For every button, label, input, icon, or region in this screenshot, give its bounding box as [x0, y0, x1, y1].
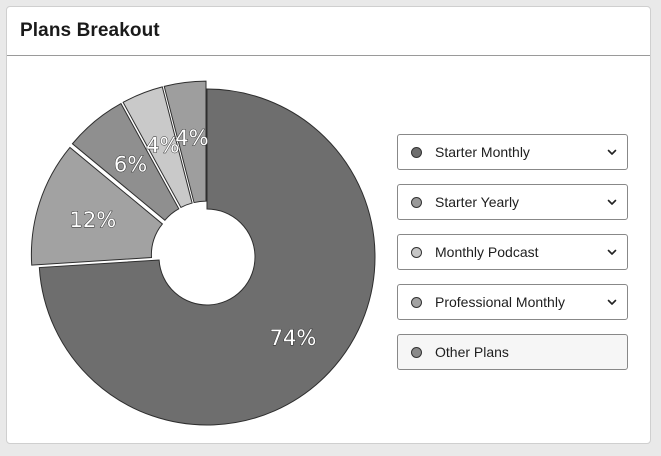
legend-dot: [411, 296, 422, 308]
donut-chart-svg: 74%12%6%4%4%: [30, 80, 376, 426]
legend-dot: [411, 146, 422, 158]
legend-dot: [411, 196, 422, 208]
legend-item-professional-monthly[interactable]: Professional Monthly: [397, 284, 628, 320]
slice-label-other-plans: 4%: [175, 126, 208, 150]
donut-slice-other-plans: [163, 80, 207, 204]
legend-dot: [411, 346, 422, 358]
plans-breakout-card: Plans Breakout 74% 12% 6% 4% 4% Starter Mont…: [6, 6, 651, 444]
chevron-down-icon: [607, 299, 617, 305]
legend-label: Monthly Podcast: [435, 244, 539, 260]
chevron-down-icon: [607, 249, 617, 255]
donut-slice-monthly-podcast: [71, 102, 180, 221]
legend-item-starter-monthly[interactable]: Starter Monthly: [397, 134, 628, 170]
slice-label-starter-monthly: 74%: [270, 326, 317, 350]
legend-label: Professional Monthly: [435, 294, 565, 310]
legend-item-other-plans: Other Plans: [397, 334, 628, 370]
legend-label: Starter Monthly: [435, 144, 530, 160]
legend-item-monthly-podcast[interactable]: Monthly Podcast: [397, 234, 628, 270]
donut-slice-starter-yearly: [30, 146, 164, 266]
legend-item-starter-yearly[interactable]: Starter Yearly: [397, 184, 628, 220]
legend: Starter Monthly Starter Yearly Monthly P…: [397, 134, 628, 384]
legend-dot: [411, 246, 422, 258]
legend-label: Other Plans: [435, 344, 509, 360]
donut-chart: 74% 12% 6% 4% 4%: [7, 57, 387, 442]
slice-label-professional-monthly: 4%: [146, 133, 179, 157]
card-title: Plans Breakout: [20, 20, 160, 41]
slice-label-starter-yearly: 12%: [70, 208, 117, 232]
legend-label: Starter Yearly: [435, 194, 520, 210]
donut-slice-professional-monthly: [122, 86, 193, 209]
chevron-down-icon: [607, 149, 617, 155]
card-header: Plans Breakout: [7, 7, 650, 56]
chevron-down-icon: [607, 199, 617, 205]
donut-slice-starter-monthly: [38, 88, 376, 426]
slice-label-monthly-podcast: 6%: [114, 153, 147, 177]
